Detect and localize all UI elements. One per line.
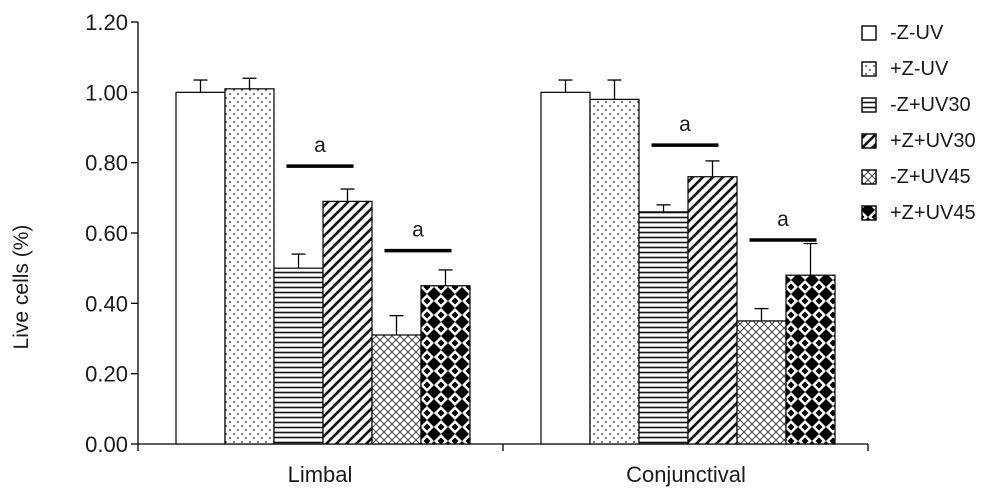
y-tick-label: 1.00 xyxy=(85,80,128,105)
significance-annotations: a a a a xyxy=(286,113,817,253)
legend-label: -Z+UV30 xyxy=(890,94,971,116)
y-axis-title: Live cells (%) xyxy=(10,225,33,350)
bar xyxy=(273,267,324,445)
legend-swatch xyxy=(861,169,877,185)
bar xyxy=(736,320,787,445)
significance-label: a xyxy=(777,208,789,231)
significance-label: a xyxy=(679,113,691,136)
legend-label: +Z-UV xyxy=(890,58,949,80)
bar xyxy=(224,88,275,445)
y-tick-label: 0.60 xyxy=(85,221,128,246)
legend-swatch xyxy=(861,205,877,221)
bar xyxy=(420,285,471,445)
legend-swatch xyxy=(861,97,877,113)
y-tick-label: 1.20 xyxy=(85,10,128,35)
bar xyxy=(175,91,226,445)
category-label: Limbal xyxy=(288,462,353,487)
bars xyxy=(175,77,836,445)
legend-label: +Z+UV30 xyxy=(890,130,976,152)
bar xyxy=(322,200,373,445)
bar xyxy=(687,176,738,445)
legend-swatch xyxy=(861,61,877,77)
bar xyxy=(785,274,836,445)
legend-swatch xyxy=(861,25,877,41)
bar xyxy=(638,211,689,445)
bar xyxy=(371,334,422,445)
legend-swatch xyxy=(861,133,877,149)
y-tick-label: 0.20 xyxy=(85,362,128,387)
y-tick-label: 0.40 xyxy=(85,291,128,316)
legend-label: -Z+UV45 xyxy=(890,166,971,188)
legend-label: +Z+UV45 xyxy=(890,202,976,224)
legend: -Z-UV +Z-UV -Z+UV30 +Z+UV30 -Z+UV45 +Z+UV45 xyxy=(861,22,976,224)
significance-label: a xyxy=(412,219,424,242)
category-label: Conjunctival xyxy=(626,462,746,487)
significance-label: a xyxy=(314,134,326,157)
y-tick-label: 0.00 xyxy=(85,432,128,457)
axes: 0.00 0.20 0.40 0.60 0.80 1.00 1.20 Limbal Conjun… xyxy=(85,10,869,487)
legend-label: -Z-UV xyxy=(890,22,944,44)
bar xyxy=(589,98,640,445)
y-tick-label: 0.80 xyxy=(85,151,128,176)
bar xyxy=(540,91,591,445)
